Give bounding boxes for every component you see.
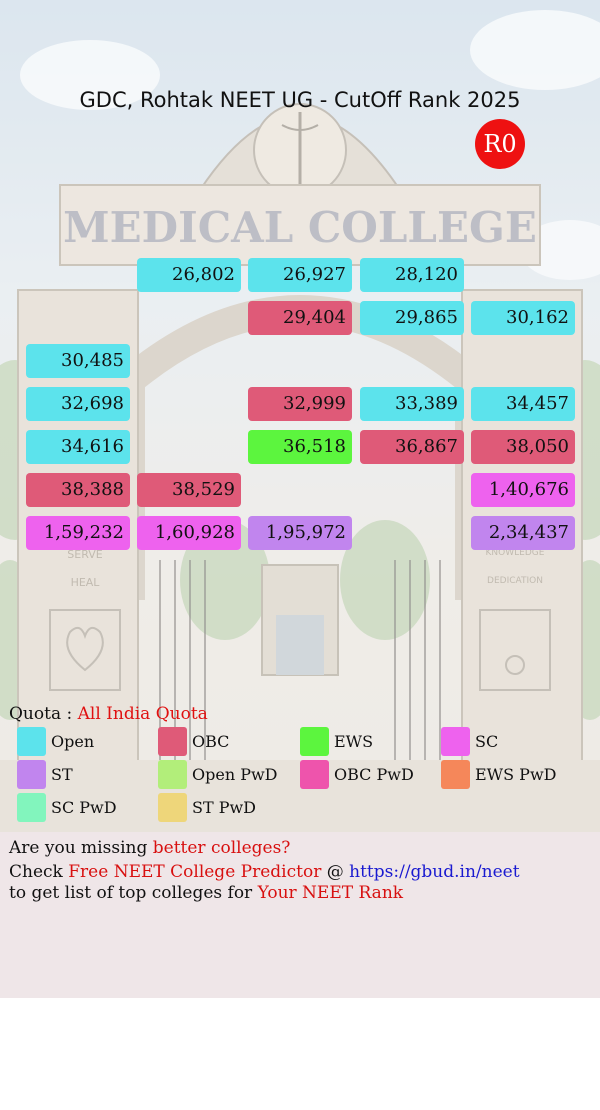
heart-icon — [66, 626, 104, 672]
pillar-left-word-2: HEAL — [70, 576, 100, 589]
legend-swatch — [300, 759, 329, 789]
legend-item: EWS PwD — [441, 759, 556, 789]
promo-rank-highlight: Your NEET Rank — [257, 883, 404, 903]
legend-swatch — [441, 759, 470, 789]
legend-item: OBC — [158, 726, 229, 756]
legend-label: Open — [51, 731, 95, 751]
rank-cell: 1,95,972 — [248, 516, 352, 550]
rank-cell: 28,120 — [360, 258, 464, 292]
legend-label: Open PwD — [192, 764, 278, 784]
rank-cell: 30,162 — [471, 301, 575, 335]
rank-cell: 26,802 — [137, 258, 241, 292]
legend-item: Open — [17, 726, 94, 756]
rank-cell: 29,404 — [248, 301, 352, 335]
rank-cell: 38,529 — [137, 473, 241, 507]
promo-highlight: better colleges? — [152, 838, 291, 858]
rank-cell: 26,927 — [248, 258, 352, 292]
stethoscope-icon — [505, 655, 525, 675]
legend-item: ST PwD — [158, 792, 256, 822]
rank-cell: 1,59,232 — [26, 516, 130, 550]
promo-line-1: Are you missing better colleges? — [9, 838, 291, 858]
sign-text: MEDICAL COLLEGE — [63, 203, 537, 252]
quota-label: Quota : — [9, 704, 73, 724]
legend-label: ST — [51, 764, 73, 784]
legend-item: OBC PwD — [300, 759, 414, 789]
legend-swatch — [158, 759, 187, 789]
rank-cell: 38,050 — [471, 430, 575, 464]
legend-swatch — [17, 759, 46, 789]
pillar-right-word-1: KNOWLEDGE — [485, 548, 545, 558]
legend-label: EWS — [334, 731, 374, 751]
legend-swatch — [17, 792, 46, 822]
rank-cell: 1,40,676 — [471, 473, 575, 507]
rank-cell: 33,389 — [360, 387, 464, 421]
quota-line: Quota : All India Quota — [9, 704, 208, 724]
legend-item: EWS — [300, 726, 373, 756]
legend-label: ST PwD — [192, 797, 257, 817]
predictor-link-text: Free NEET College Predictor — [68, 862, 322, 882]
legend-label: SC — [475, 731, 499, 751]
legend-item: SC — [441, 726, 498, 756]
legend-label: EWS PwD — [475, 764, 557, 784]
legend-item: SC PwD — [17, 792, 117, 822]
legend-label: OBC — [192, 731, 230, 751]
rank-cell: 30,485 — [26, 344, 130, 378]
rank-cell: 36,867 — [360, 430, 464, 464]
legend-label: OBC PwD — [334, 764, 414, 784]
legend-swatch — [158, 726, 187, 756]
rank-cell: 34,457 — [471, 387, 575, 421]
round-badge: R0 — [475, 119, 525, 169]
gate-drawing — [0, 103, 600, 832]
rank-cell: 2,34,437 — [471, 516, 575, 550]
promo-line-2: Check Free NEET College Predictor @ http… — [9, 862, 520, 882]
rank-cell: 32,698 — [26, 387, 130, 421]
promo-line-3: to get list of top colleges for Your NEE… — [9, 883, 404, 903]
predictor-url-link[interactable]: https://gbud.in/neet — [349, 862, 520, 882]
legend-swatch — [300, 726, 329, 756]
rank-cell: 1,60,928 — [137, 516, 241, 550]
rank-cell: 36,518 — [248, 430, 352, 464]
quota-value: All India Quota — [77, 704, 208, 724]
legend-swatch — [17, 726, 46, 756]
legend-swatch — [158, 792, 187, 822]
legend-item: Open PwD — [158, 759, 278, 789]
rank-cell: 38,388 — [26, 473, 130, 507]
pillar-right-word-2: DEDICATION — [487, 576, 543, 586]
legend-item: ST — [17, 759, 73, 789]
promo-section: Are you missing better colleges? Check F… — [0, 832, 600, 998]
page-title: GDC, Rohtak NEET UG - CutOff Rank 2025 — [79, 88, 521, 112]
legend-label: SC PwD — [51, 797, 117, 817]
legend-swatch — [441, 726, 470, 756]
rank-cell: 29,865 — [360, 301, 464, 335]
rank-cell: 32,999 — [248, 387, 352, 421]
pillar-left-word-1: SERVE — [67, 548, 103, 561]
rank-cell: 34,616 — [26, 430, 130, 464]
